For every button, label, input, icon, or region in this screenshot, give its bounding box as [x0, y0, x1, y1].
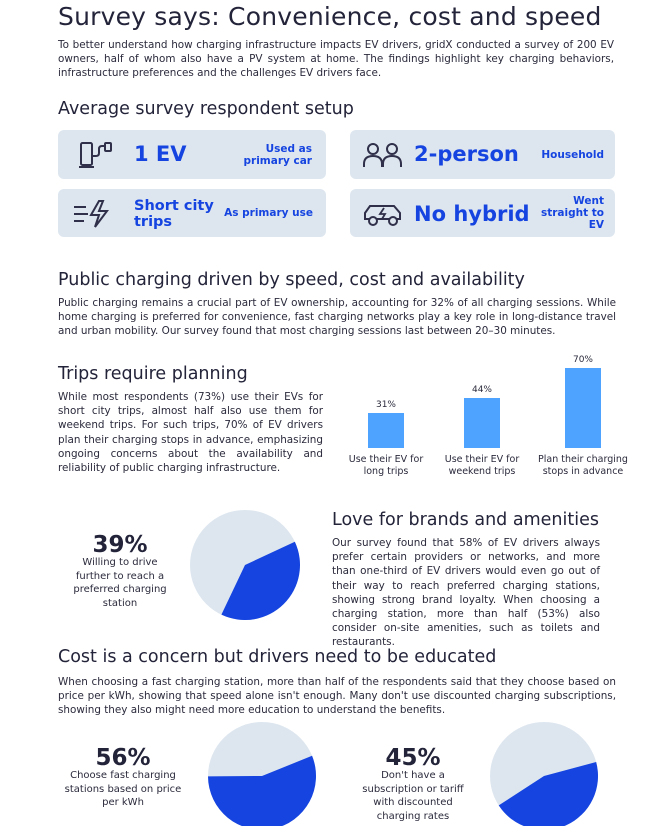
setup-card-ev: 1 EV Used as primary car	[58, 130, 326, 179]
trips-bar-chart: 31% Use their EV for long trips 44% Use the…	[330, 350, 628, 480]
people-icon	[362, 142, 404, 172]
stat-39: 39%	[92, 532, 148, 558]
setup-card-household: 2-person Household	[350, 130, 615, 179]
bar-category-label-2: Plan their charging stops in advance	[538, 454, 628, 477]
setup-title: Average survey respondent setup	[58, 99, 354, 119]
brands-title: Love for brands and amenities	[332, 510, 599, 530]
electric-car-icon	[362, 199, 404, 233]
bar-2	[565, 368, 601, 448]
bar-value-label-1: 44%	[471, 384, 492, 395]
ev-charger-icon	[78, 140, 114, 174]
trips-text: While most respondents (73%) use their E…	[58, 391, 323, 475]
pie-chart-no-subscription	[490, 722, 598, 826]
bar-value-label-0: 31%	[375, 399, 396, 410]
stat-56-text: Choose fast charging stations based on p…	[64, 770, 182, 808]
setup-card-trips: Short city trips As primary use	[58, 189, 326, 237]
setup-card-hybrid: No hybrid Went straight to EV	[350, 189, 615, 237]
pie-slice-main	[498, 762, 598, 826]
public-title: Public charging driven by speed, cost an…	[58, 270, 525, 290]
intro-text: To better understand how charging infras…	[58, 39, 614, 79]
trips-title: Trips require planning	[58, 364, 248, 384]
card-side-hybrid: Went straight to EV	[540, 195, 604, 231]
card-main-household: 2-person	[414, 142, 519, 166]
stat-56: 56%	[95, 745, 151, 771]
speed-bolt-icon	[72, 199, 112, 233]
bar-0	[368, 412, 404, 448]
pie-slice-main	[208, 755, 316, 826]
brands-text: Our survey found that 58% of EV drivers …	[332, 537, 600, 649]
card-main-ev: 1 EV	[134, 142, 187, 166]
card-side-ev: Used as primary car	[243, 143, 313, 167]
stat-45-text: Don't have a subscription or tariff with…	[362, 770, 464, 822]
cost-title: Cost is a concern but drivers need to be…	[58, 647, 497, 667]
card-side-trips: As primary use	[224, 207, 313, 219]
stat-39-text: Willing to drive further to reach a pref…	[73, 557, 167, 609]
card-side-household: Household	[541, 149, 604, 161]
page-title: Survey says: Convenience, cost and speed	[58, 2, 602, 31]
bar-value-label-2: 70%	[572, 355, 593, 365]
bar-category-label-0: Use their EV for long trips	[348, 454, 424, 477]
pie-chart-drive-further	[190, 510, 300, 620]
card-main-hybrid: No hybrid	[414, 202, 530, 226]
public-text: Public charging remains a crucial part o…	[58, 297, 616, 338]
pie-slice-main	[221, 541, 300, 620]
card-main-trips: Short city trips	[134, 198, 214, 230]
pie-chart-price-per-kwh	[208, 722, 316, 826]
bar-category-label-1: Use their EV for weekend trips	[444, 454, 520, 477]
bar-1	[464, 397, 500, 448]
cost-text: When choosing a fast charging station, m…	[58, 676, 616, 717]
stat-45: 45%	[385, 745, 441, 771]
